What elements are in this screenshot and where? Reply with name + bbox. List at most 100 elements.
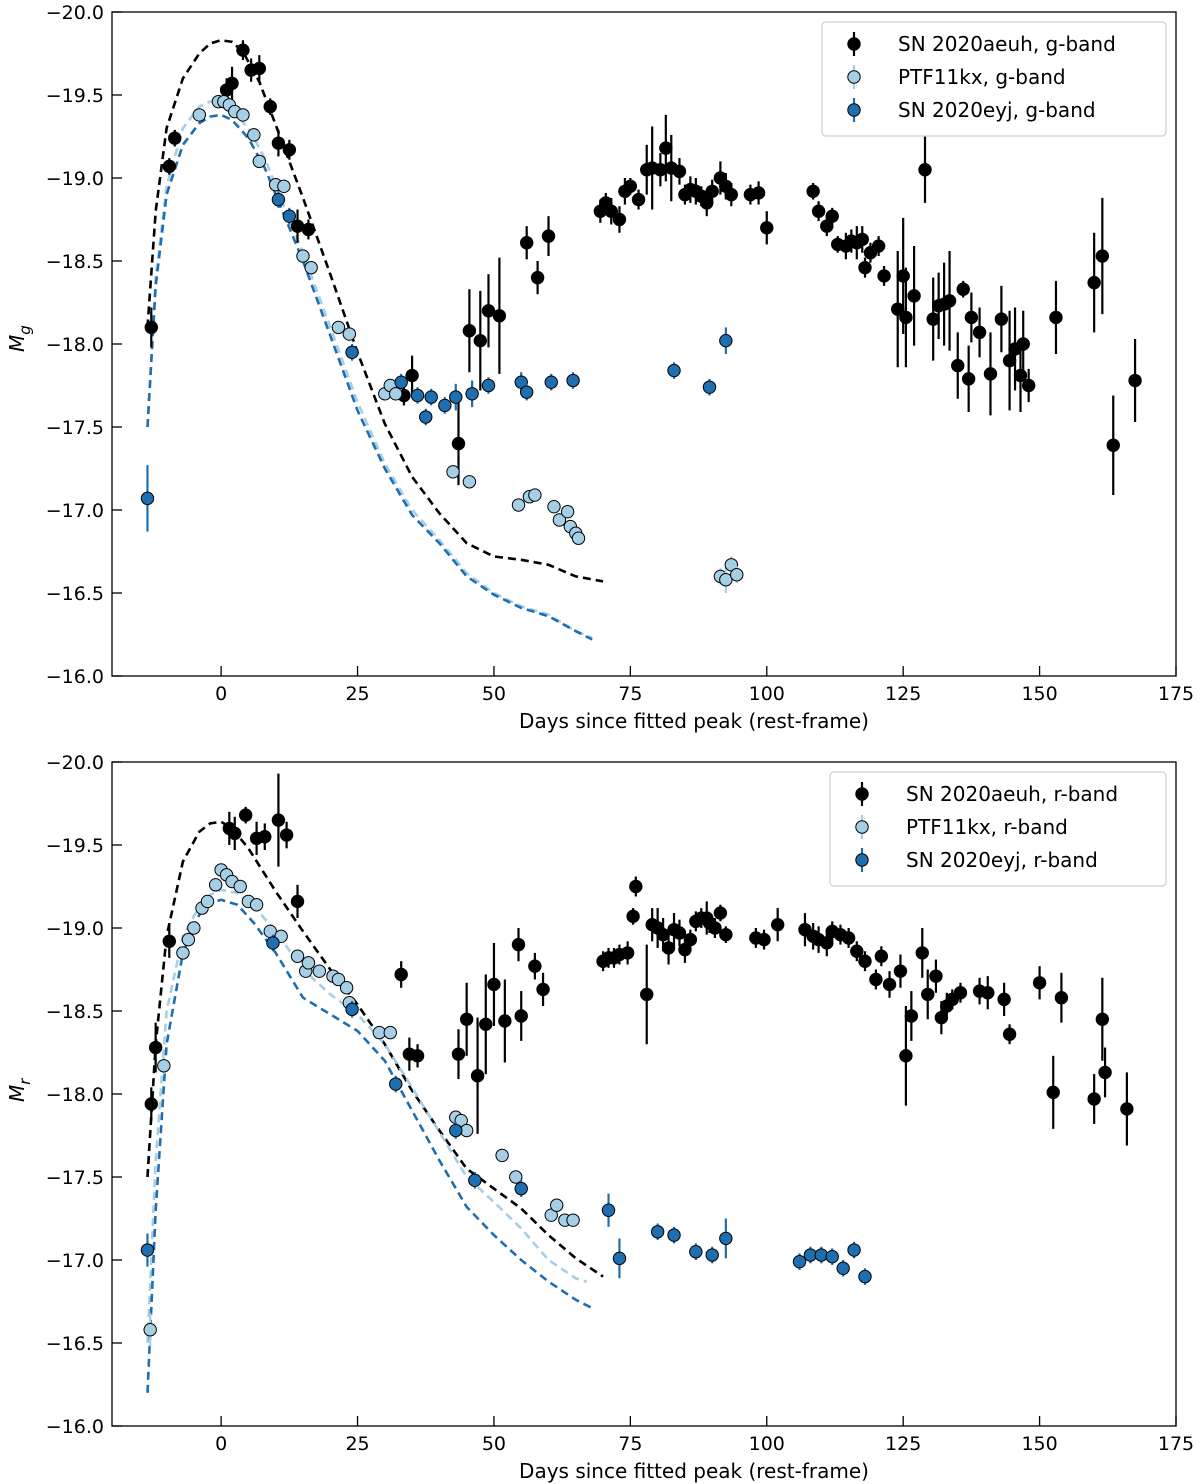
legend-label: SN 2020eyj, r-band (906, 848, 1098, 872)
data-point (339, 981, 354, 995)
data-point (629, 879, 643, 894)
y-axis-label-main: M (5, 335, 29, 352)
model-curves (146, 38, 604, 641)
data-point (514, 1009, 528, 1023)
data-point (1013, 368, 1028, 383)
y-tick-label: −17.5 (46, 1167, 104, 1189)
data-point (650, 1225, 665, 1239)
data-point (247, 128, 261, 142)
x-tick-label: 150 (1021, 683, 1057, 705)
data-point (847, 1243, 861, 1257)
data-point (751, 186, 766, 200)
data-point (228, 826, 242, 841)
x-tick-label: 175 (1158, 683, 1194, 705)
data-point (541, 229, 556, 243)
data-point (1002, 353, 1017, 368)
data-point (176, 946, 190, 960)
data-point (236, 43, 250, 57)
data-point (148, 1040, 163, 1055)
data-point (271, 813, 286, 827)
data-point (528, 488, 542, 502)
data-point (162, 159, 176, 174)
data-point (143, 1323, 157, 1337)
data-point (956, 282, 970, 296)
series-1 (143, 863, 580, 1347)
data-point (705, 1248, 719, 1262)
data-point (899, 310, 913, 325)
data-point (713, 906, 728, 920)
data-point (896, 269, 910, 283)
data-point (331, 320, 346, 335)
y-tick-label: −17.0 (46, 500, 104, 522)
data-point (345, 345, 359, 359)
data-point (1032, 976, 1047, 990)
data-point (702, 380, 717, 394)
data-point (620, 946, 635, 960)
data-point (719, 1231, 733, 1246)
data-point (858, 1269, 872, 1284)
y-tick-label: −16.5 (46, 583, 104, 605)
data-point (899, 1049, 913, 1063)
data-point (1016, 337, 1030, 351)
legend-item-1: PTF11kx, r-band (855, 815, 1068, 839)
data-point (438, 398, 452, 413)
data-point (806, 184, 820, 198)
x-tick-label: 50 (482, 1433, 506, 1455)
data-point (601, 1203, 616, 1217)
data-point (144, 1097, 158, 1111)
data-point (495, 1148, 509, 1163)
x-tick-label: 25 (345, 683, 369, 705)
data-point (770, 917, 785, 932)
data-point (277, 179, 291, 194)
data-point (252, 61, 267, 76)
data-point (760, 221, 774, 235)
data-point (566, 1213, 580, 1227)
data-point (1049, 310, 1063, 325)
y-tick-label: −20.0 (46, 2, 104, 24)
legend-item-2: SN 2020eyj, r-band (855, 848, 1098, 872)
data-point (667, 363, 681, 378)
data-point (705, 184, 719, 198)
data-point (934, 1010, 949, 1025)
data-point (918, 163, 932, 177)
series-1 (192, 94, 744, 593)
data-point (519, 385, 534, 399)
data-point (904, 1009, 919, 1023)
legend: SN 2020aeuh, r-band PTF11kx, r-band SN 202… (829, 771, 1167, 887)
x-axis-label: Days since fitted peak (rest-frame) (519, 1459, 869, 1483)
model-curve-0 (146, 820, 604, 1278)
legend-marker (855, 787, 869, 801)
x-tick-label: 100 (749, 1433, 785, 1455)
legend-marker (847, 103, 861, 117)
data-point (757, 932, 771, 947)
data-point (252, 154, 267, 169)
data-point (419, 410, 433, 424)
data-point (271, 136, 286, 150)
data-point (869, 972, 883, 987)
y-tick-label: −16.5 (46, 1333, 104, 1355)
data-point (983, 367, 998, 381)
data-point (825, 209, 839, 223)
legend-marker (855, 853, 869, 867)
bottom-panel-r-band: −20.0 −19.5 −19.0 −18.5 −18.0 −17.5 −17.0 −16.5… (5, 752, 1194, 1483)
data-point (301, 956, 316, 970)
legend: SN 2020aeuh, g-band PTF11kx, g-band SN 202… (821, 21, 1167, 137)
data-point (855, 232, 869, 247)
data-point (140, 1243, 155, 1257)
y-tick-label: −18.5 (46, 1001, 104, 1023)
data-point (972, 325, 987, 340)
data-point (233, 879, 247, 894)
data-point (144, 320, 158, 335)
series-2 (140, 934, 872, 1285)
data-point (1002, 1027, 1017, 1041)
model-curves (146, 820, 604, 1393)
y-tick-label: −19.0 (46, 168, 104, 190)
data-point (672, 164, 687, 179)
data-point (345, 1002, 359, 1017)
data-point (528, 959, 542, 973)
legend-marker (847, 70, 861, 84)
x-tick-label: 75 (618, 1433, 642, 1455)
data-point (659, 141, 673, 155)
data-point (623, 179, 638, 194)
